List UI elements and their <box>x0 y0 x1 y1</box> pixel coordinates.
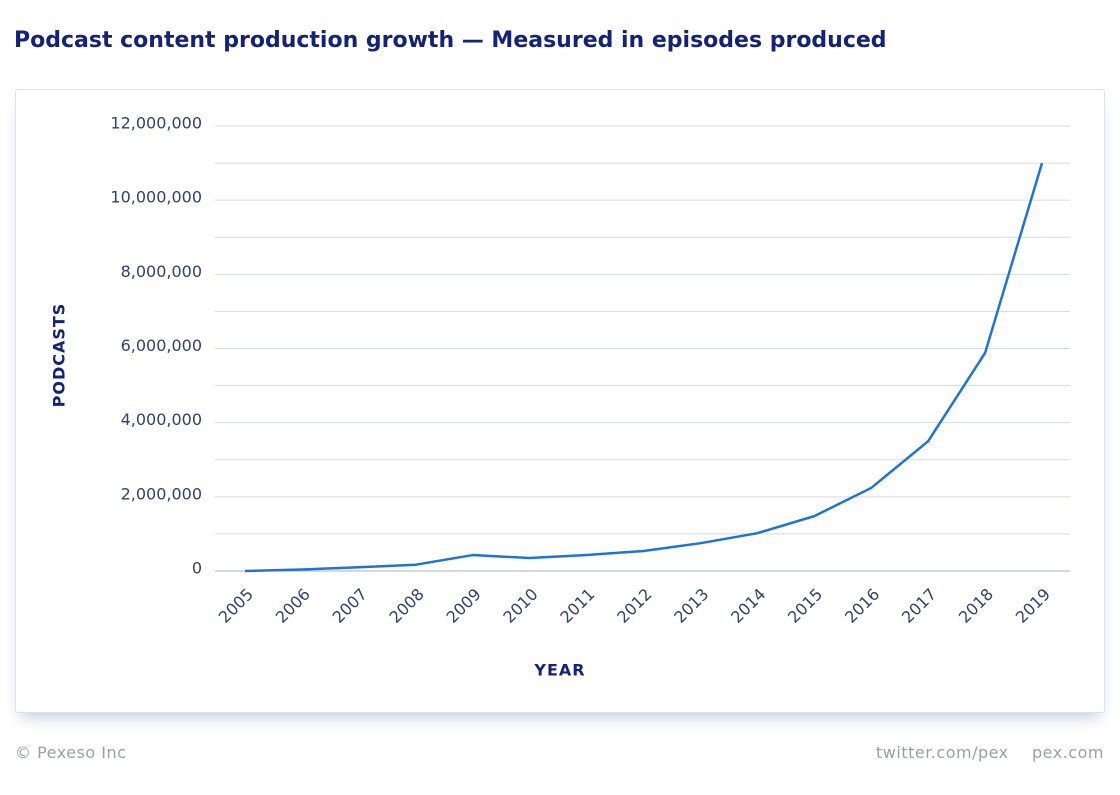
x-tick-label: 2008 <box>386 585 428 627</box>
x-tick-label: 2005 <box>215 585 257 627</box>
x-tick-label: 2017 <box>898 585 940 627</box>
y-axis-label: PODCASTS <box>50 303 69 408</box>
footer-link[interactable]: pex.com <box>1032 743 1104 762</box>
x-tick-label: 2010 <box>499 585 541 627</box>
x-tick-label: 2014 <box>727 585 769 627</box>
chart-title: Podcast content production growth — Meas… <box>14 28 887 53</box>
y-tick-label: 4,000,000 <box>121 410 202 429</box>
y-tick-label: 12,000,000 <box>110 114 202 133</box>
y-tick-label: 6,000,000 <box>121 336 202 355</box>
y-tick-label: 2,000,000 <box>121 484 202 503</box>
x-tick-label: 2013 <box>670 585 712 627</box>
y-tick-label: 0 <box>192 559 202 578</box>
x-axis-label: YEAR <box>533 661 585 680</box>
x-tick-label: 2018 <box>955 585 997 627</box>
x-tick-label: 2019 <box>1012 585 1054 627</box>
x-tick-label: 2015 <box>784 585 826 627</box>
chart-card <box>15 89 1105 713</box>
x-tick-label: 2016 <box>841 585 883 627</box>
x-tick-label: 2006 <box>272 585 314 627</box>
y-tick-label: 10,000,000 <box>110 188 202 207</box>
copyright: © Pexeso Inc <box>15 743 127 762</box>
x-tick-label: 2011 <box>556 585 598 627</box>
x-tick-label: 2012 <box>613 585 655 627</box>
data-line <box>244 162 1044 573</box>
x-tick-label: 2007 <box>329 585 371 627</box>
footer-link[interactable]: twitter.com/pex <box>876 743 1009 762</box>
x-tick-label: 2009 <box>442 585 484 627</box>
y-tick-label: 8,000,000 <box>121 262 202 281</box>
